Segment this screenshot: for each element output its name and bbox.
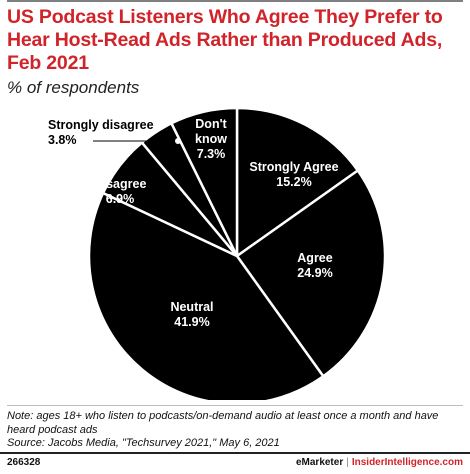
pie-slice-agree — [235, 169, 387, 378]
slice-label-strongly-agree: Strongly Agree 15.2% — [249, 160, 338, 189]
pie-chart: Strongly Agree 15.2% Agree 24.9% Neutral 41.9… — [48, 106, 387, 400]
notes-rule — [7, 405, 463, 406]
slice-label-neutral: Neutral 41.9% — [170, 300, 213, 329]
footer-rule — [0, 452, 470, 454]
pie-slices — [87, 106, 387, 400]
chart-subtitle: % of respondents — [7, 78, 140, 97]
brand: eMarketer | InsiderIntelligence.com — [296, 457, 463, 468]
pie-slice-neutral — [87, 191, 325, 400]
slice-label-agree: Agree 24.9% — [297, 251, 332, 280]
chart-title: US Podcast Listeners Who Agree They Pref… — [7, 6, 443, 74]
brand-insiderintelligence: InsiderIntelligence.com — [351, 457, 463, 468]
pie-slice-strongly-agree — [235, 106, 360, 258]
pie-labels: Strongly Agree 15.2% Agree 24.9% Neutral 41.9… — [48, 117, 339, 329]
pie-slice-don-t-know — [170, 106, 239, 258]
slice-label-don-t-know: Don't know 7.3% — [195, 117, 228, 161]
leader-dot — [175, 138, 181, 144]
brand-separator: | — [346, 457, 349, 468]
top-rule — [7, 0, 463, 2]
slice-label-disagree: Disagree 6.9% — [94, 177, 147, 206]
chart-id: 266328 — [7, 457, 41, 468]
slice-label-strongly-disagree: Strongly disagree 3.8% — [48, 118, 154, 147]
source-text: Source: Jacobs Media, "Techsurvey 2021,"… — [7, 437, 280, 449]
brand-emarketer: eMarketer — [295, 457, 344, 468]
note-text: Note: ages 18+ who listen to podcasts/on… — [7, 410, 439, 436]
chart-notes: Note: ages 18+ who listen to podcasts/on… — [7, 410, 463, 451]
